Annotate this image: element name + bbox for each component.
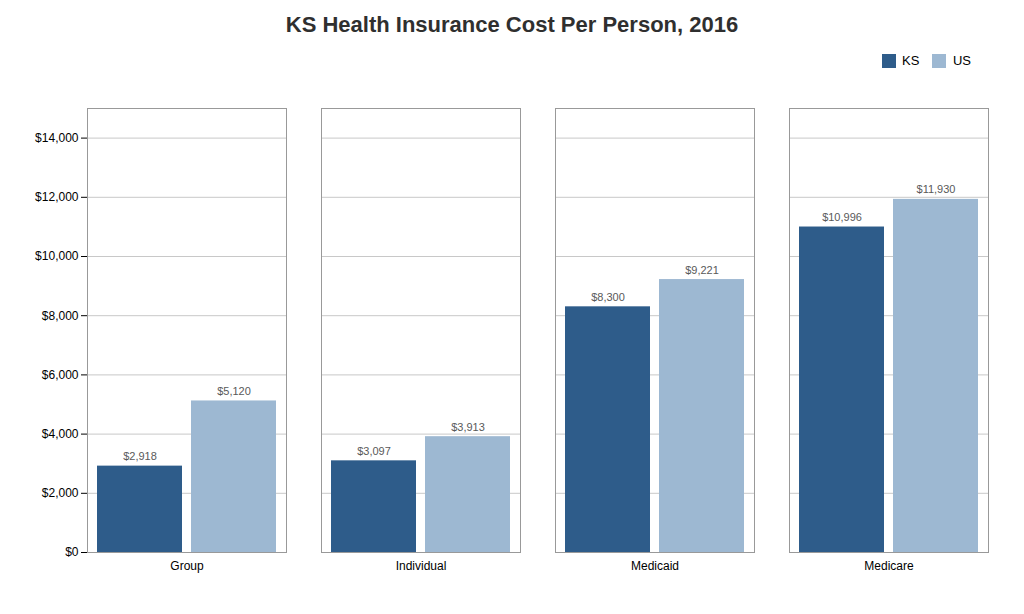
svg-text:Group: Group: [170, 559, 204, 573]
svg-text:$12,000: $12,000: [35, 190, 79, 204]
svg-text:$6,000: $6,000: [42, 367, 79, 381]
svg-text:$10,996: $10,996: [822, 211, 862, 223]
svg-text:Individual: Individual: [396, 559, 447, 573]
svg-text:$0: $0: [65, 545, 79, 559]
svg-text:Medicaid: Medicaid: [631, 559, 679, 573]
svg-text:$2,000: $2,000: [42, 486, 79, 500]
html-text:KS Health Insurance Cost Per P: KS Health Insurance Cost Per Person, 201…: [285, 12, 739, 37]
html-text:US: US: [952, 53, 971, 68]
svg-text:$14,000: $14,000: [35, 130, 79, 144]
svg-text:$9,221: $9,221: [685, 263, 719, 275]
svg-text:$8,000: $8,000: [42, 308, 79, 322]
svg-text:$3,913: $3,913: [451, 420, 485, 432]
svg-text:$2,918: $2,918: [123, 450, 157, 462]
svg-text:$3,097: $3,097: [357, 444, 391, 456]
svg-text:$4,000: $4,000: [42, 426, 79, 440]
svg-text:$10,000: $10,000: [35, 249, 79, 263]
svg-text:Medicare: Medicare: [864, 559, 914, 573]
svg-text:$8,300: $8,300: [591, 290, 625, 302]
svg-text:$11,930: $11,930: [917, 183, 956, 195]
svg-text:$5,120: $5,120: [217, 384, 251, 396]
html-text:KS: KS: [902, 53, 920, 68]
